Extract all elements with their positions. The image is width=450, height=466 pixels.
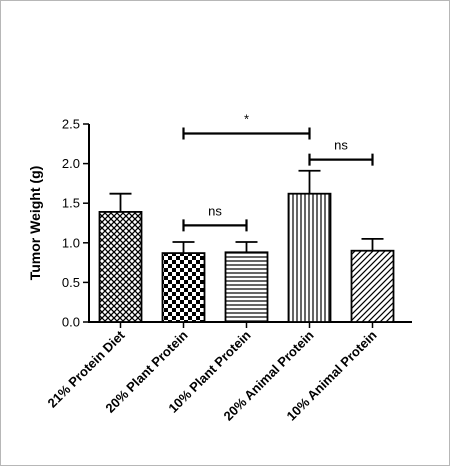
y-axis-label: Tumor Weight (g) xyxy=(27,166,43,281)
bar-5 xyxy=(350,249,395,323)
y-tick-label: 1.0 xyxy=(62,235,80,250)
y-tick-label: 0.5 xyxy=(62,275,80,290)
y-tick-label: 2.0 xyxy=(62,156,80,171)
y-tick-label: 0.0 xyxy=(62,315,80,330)
y-tick-label: 2.5 xyxy=(62,117,80,132)
bar-2 xyxy=(161,252,206,323)
bar-1 xyxy=(98,211,143,323)
bar-4 xyxy=(287,192,332,323)
significance-label: ns xyxy=(334,138,348,153)
y-tick-label: 1.5 xyxy=(62,196,80,211)
significance-label: ns xyxy=(208,203,222,218)
significance-label: * xyxy=(244,112,249,127)
bar-3 xyxy=(224,251,269,323)
